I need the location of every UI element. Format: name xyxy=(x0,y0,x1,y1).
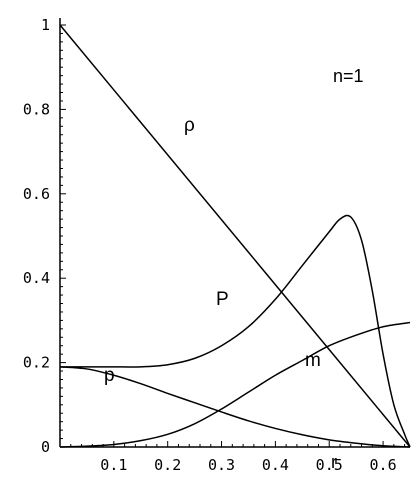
series-layer xyxy=(59,24,411,448)
y-tick-label: 0.6 xyxy=(23,185,50,203)
y-tick-label: 0 xyxy=(41,438,50,456)
x-tick-label: 0.5 xyxy=(316,456,343,474)
y-tick-label: 0.2 xyxy=(23,354,50,372)
x-tick-label: 0.6 xyxy=(370,456,397,474)
x-tick-label: 0.3 xyxy=(208,456,235,474)
label-m: m xyxy=(305,350,321,371)
label-P: P xyxy=(216,289,229,310)
x-tick-label: 0.1 xyxy=(100,456,127,474)
series-m-line xyxy=(59,321,411,448)
x-tick-label: 0.4 xyxy=(262,456,289,474)
y-tick-label: 0.8 xyxy=(23,100,50,118)
series-P-line xyxy=(60,214,411,448)
axes: 0 0.2 0.4 0.6 0.8 1 0.1 0.2 0.3 0.4 0.5 0.6 xyxy=(23,16,410,474)
labels: n=1 ρ P m p r xyxy=(104,66,364,472)
y-tick-label: 1 xyxy=(41,16,50,34)
series-p-line xyxy=(59,366,411,448)
label-rho: ρ xyxy=(184,115,195,136)
annotation-n: n=1 xyxy=(333,66,364,86)
x-tick-label: 0.2 xyxy=(154,456,181,474)
x-axis-title: r xyxy=(331,452,337,472)
series-rho-line xyxy=(59,24,411,448)
y-tick-label: 0.4 xyxy=(23,269,50,287)
label-p: p xyxy=(104,365,115,386)
